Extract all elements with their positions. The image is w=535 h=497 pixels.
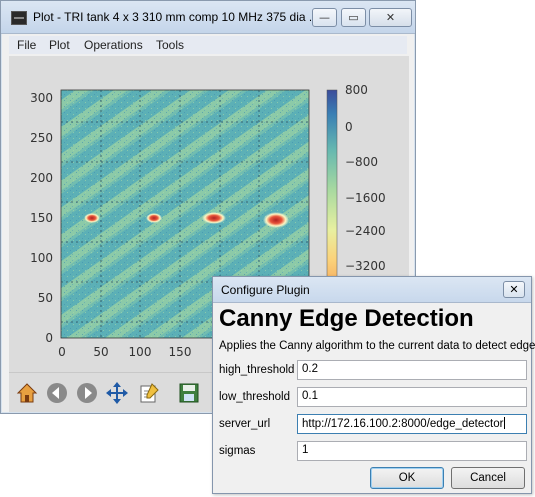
x-tick-100: 100 [129, 345, 152, 359]
dialog-title: Configure Plugin [221, 283, 310, 297]
server-url-label: server_url [219, 418, 271, 430]
dialog-close-button[interactable]: ✕ [503, 281, 525, 298]
text-caret [504, 417, 506, 429]
colorbar [326, 89, 338, 291]
close-button[interactable]: ✕ [369, 8, 412, 27]
defect-spot-3 [202, 212, 226, 224]
forward-icon[interactable] [75, 381, 99, 405]
pan-icon[interactable] [105, 381, 129, 405]
menu-tools[interactable]: Tools [156, 38, 185, 52]
y-tick-300: 300 [30, 91, 53, 105]
edit-icon[interactable] [137, 381, 161, 405]
ok-button[interactable]: OK [370, 467, 444, 489]
low-threshold-label: low_threshold [219, 391, 290, 403]
defect-spot-2 [146, 213, 162, 223]
maximize-button[interactable]: ▭ [341, 8, 366, 27]
high-threshold-input[interactable]: 0.2 [297, 360, 527, 380]
sigmas-label: sigmas [219, 445, 256, 457]
dialog-heading: Canny Edge Detection [219, 305, 474, 332]
dialog-title-bar[interactable]: Configure Plugin ✕ [213, 277, 531, 303]
plot-canvas[interactable]: 300 250 200 150 100 50 0 0 50 100 150 2 … [9, 56, 409, 372]
colorbar-tick-m3200: −3200 [345, 259, 386, 273]
menu-file[interactable]: File [17, 38, 37, 52]
x-tick-150: 150 [169, 345, 192, 359]
menu-operations[interactable]: Operations [84, 38, 143, 52]
minimize-button[interactable]: — [312, 8, 337, 27]
x-tick-50: 50 [93, 345, 108, 359]
y-tick-50: 50 [38, 291, 53, 305]
y-tick-0: 0 [45, 331, 53, 345]
dialog-description: Applies the Canny algorithm to the curre… [219, 340, 535, 352]
save-icon[interactable] [177, 381, 201, 405]
y-tick-200: 200 [30, 171, 53, 185]
y-tick-150: 150 [30, 211, 53, 225]
y-tick-100: 100 [30, 251, 53, 265]
menu-plot[interactable]: Plot [49, 38, 70, 52]
cancel-button[interactable]: Cancel [451, 467, 525, 489]
y-tick-250: 250 [30, 131, 53, 145]
high-threshold-label: high_threshold [219, 364, 295, 376]
colorbar-tick-0: 0 [345, 120, 353, 134]
colorbar-tick-800: 800 [345, 83, 368, 97]
window-title: Plot - TRI tank 4 x 3 310 mm comp 10 MHz… [33, 10, 311, 24]
colorbar-tick-m800: −800 [345, 155, 378, 169]
server-url-value: http://172.16.100.2:8000/edge_detector [302, 418, 504, 430]
app-icon [11, 11, 27, 25]
low-threshold-input[interactable]: 0.1 [297, 387, 527, 407]
defect-spot-1 [84, 213, 100, 223]
server-url-input[interactable]: http://172.16.100.2:8000/edge_detector [297, 414, 527, 434]
defect-spot-4 [263, 212, 289, 228]
menu-bar: File Plot Operations Tools [9, 36, 407, 54]
sigmas-input[interactable]: 1 [297, 441, 527, 461]
colorbar-tick-m1600: −1600 [345, 191, 386, 205]
back-icon[interactable] [45, 381, 69, 405]
home-icon[interactable] [15, 381, 39, 405]
x-tick-0: 0 [58, 345, 66, 359]
colorbar-tick-m2400: −2400 [345, 224, 386, 238]
title-bar[interactable]: Plot - TRI tank 4 x 3 310 mm comp 10 MHz… [1, 1, 415, 34]
plot-window: Plot - TRI tank 4 x 3 310 mm comp 10 MHz… [0, 0, 416, 414]
configure-plugin-dialog: Configure Plugin ✕ Canny Edge Detection … [212, 276, 535, 494]
